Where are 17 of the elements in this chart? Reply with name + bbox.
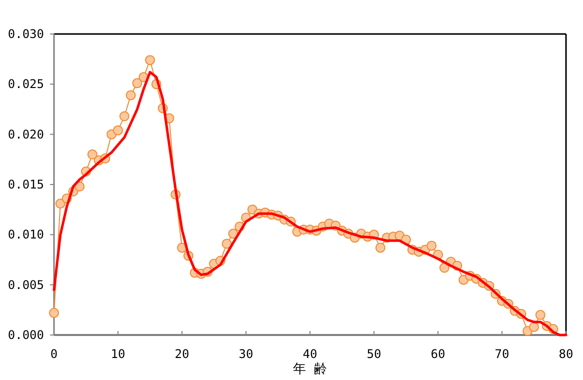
y-tick-label: 0.025 xyxy=(8,77,44,92)
y-tick-label: 0.005 xyxy=(8,278,44,292)
y-tick-label: 0.030 xyxy=(8,27,44,41)
x-tick-label: 80 xyxy=(558,347,574,361)
y-tick-label: 0.010 xyxy=(8,228,44,242)
x-tick-label: 50 xyxy=(366,347,382,361)
x-tick-label: 0 xyxy=(50,347,58,361)
x-tick-label: 70 xyxy=(494,347,510,361)
x-tick-label: 60 xyxy=(430,347,446,361)
x-tick-label: 10 xyxy=(110,347,126,361)
x-axis-title: 年 齢 xyxy=(293,362,327,377)
y-tick-label: 0.015 xyxy=(8,178,44,192)
x-tick-label: 40 xyxy=(302,347,318,361)
x-tick-label: 20 xyxy=(174,347,190,361)
y-tick-label: 0.000 xyxy=(8,328,44,342)
y-tick-label: 0.020 xyxy=(8,127,44,142)
x-tick-label: 30 xyxy=(238,347,254,361)
